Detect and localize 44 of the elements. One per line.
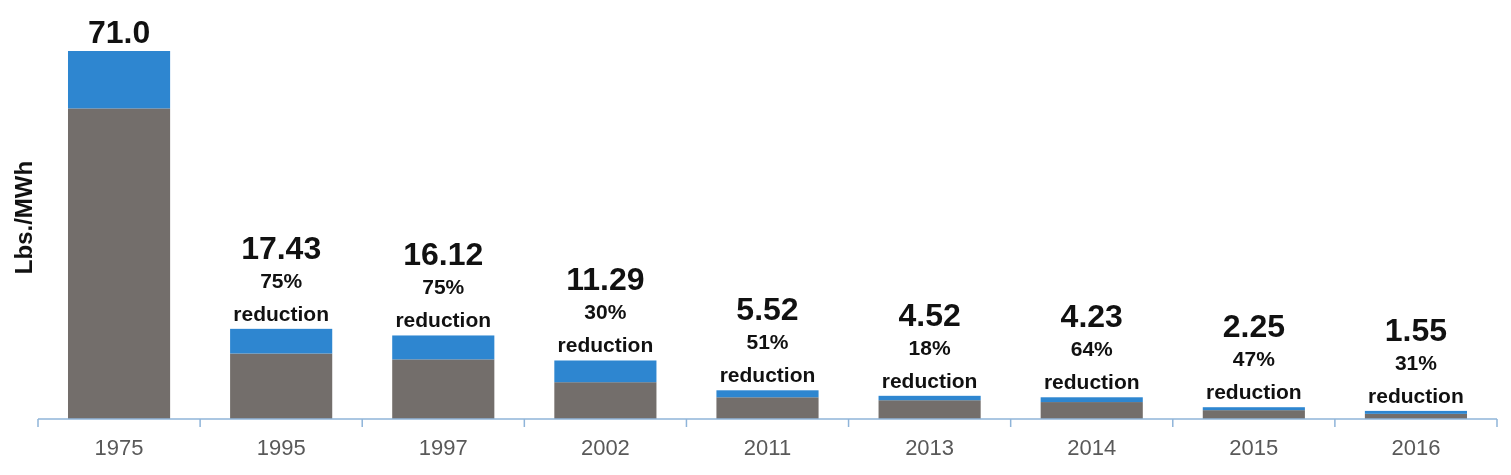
bar [1364,410,1468,414]
y-axis-title: Lbs./MWh [10,160,37,275]
bar [878,400,981,419]
x-tick-label: 2016 [1391,435,1441,460]
text: 71.0 [87,14,151,50]
x-tick-label: 1975 [94,435,144,460]
bar [392,359,495,419]
bar [1040,402,1143,419]
annotation: 4.52 [898,296,961,333]
annotation: 64% reduction [1043,337,1140,394]
annotation: 51% reduction [719,330,816,387]
x-tick-label: 2015 [1229,435,1279,460]
x-tick-label: 2013 [905,435,955,460]
bar [67,51,171,109]
x-tick-label: 2014 [1067,435,1117,460]
annotation: 75% reduction [233,268,329,325]
annotation: 17.43 [241,229,322,266]
bar [230,328,333,354]
bar [67,108,171,419]
bar [554,382,657,419]
bar [1202,407,1305,411]
bar [716,390,819,398]
bar [1202,410,1305,419]
bar [1040,397,1143,403]
annotation: 47% reduction [1206,347,1302,404]
bar [392,335,495,360]
bar [716,397,819,419]
annotation: 1.55 [1384,311,1448,348]
annotation: 18% reduction [881,335,978,392]
bar [554,360,657,383]
x-tick-label: 2002 [580,435,630,460]
bar [878,395,981,401]
x-tick-label: 2011 [743,435,792,460]
annotation: 31% reduction [1368,350,1464,407]
annotation: 5.52 [736,291,799,328]
x-tick-label: 1997 [418,435,468,460]
annotation: 11.29 [566,261,645,298]
annotation: 4.23 [1060,298,1123,335]
annotation: 16.12 [403,236,484,273]
x-tick-label: 1995 [256,435,306,460]
bar [230,353,333,419]
annotation: 30% reduction [557,300,654,357]
annotation: 75% reduction [395,275,492,332]
annotation: 2.25 [1222,308,1285,345]
